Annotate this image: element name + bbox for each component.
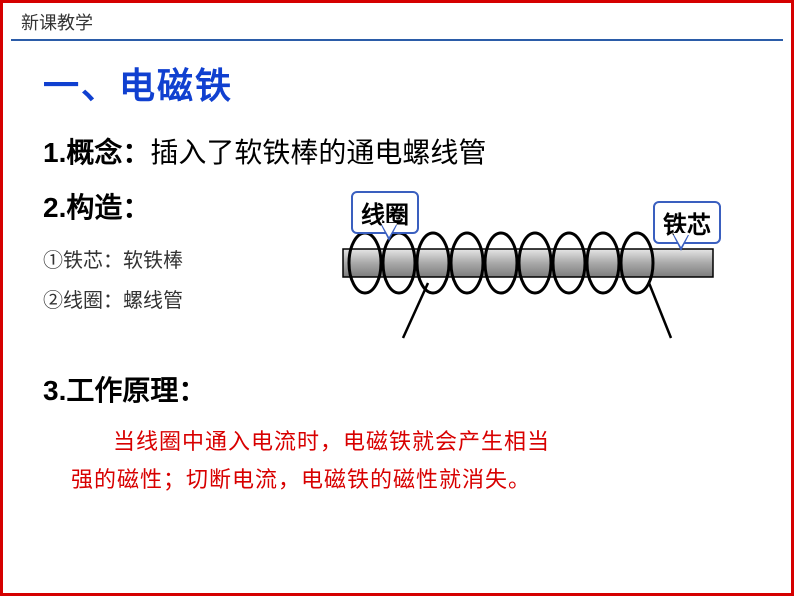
item2-marker: ② (43, 290, 63, 312)
principle-line1: 当线圈中通入电流时，电磁铁就会产生相当 (113, 429, 550, 454)
item1-desc: 软铁棒 (123, 250, 183, 272)
concept-row: 1.概念：插入了软铁棒的通电螺线管 (43, 131, 761, 176)
item1-name: 铁芯： (63, 250, 123, 272)
header-label: 新课教学 (21, 13, 93, 33)
item2-name: 线圈： (63, 290, 123, 312)
solenoid-diagram: 线圈 铁芯 (303, 193, 733, 343)
slide-header: 新课教学 (11, 3, 783, 41)
principle-text: 当线圈中通入电流时，电磁铁就会产生相当 强的磁性；切断电流，电磁铁的磁性就消失。 (113, 423, 761, 498)
main-title: 一、电磁铁 (43, 57, 761, 109)
pointer-core-fill (673, 233, 689, 247)
principle-label: 3.工作原理： (43, 369, 761, 414)
principle-line2: 强的磁性；切断电流，电磁铁的磁性就消失。 (71, 461, 531, 498)
pointer-coil-fill (381, 223, 397, 237)
item2-desc: 螺线管 (123, 290, 183, 312)
concept-label: 1.概念： (43, 137, 150, 168)
item1-marker: ① (43, 250, 63, 272)
slide-content: 一、电磁铁 1.概念：插入了软铁棒的通电螺线管 2.构造： ①铁芯：软铁棒 ②线… (3, 41, 791, 498)
concept-text: 插入了软铁棒的通电螺线管 (150, 137, 486, 168)
